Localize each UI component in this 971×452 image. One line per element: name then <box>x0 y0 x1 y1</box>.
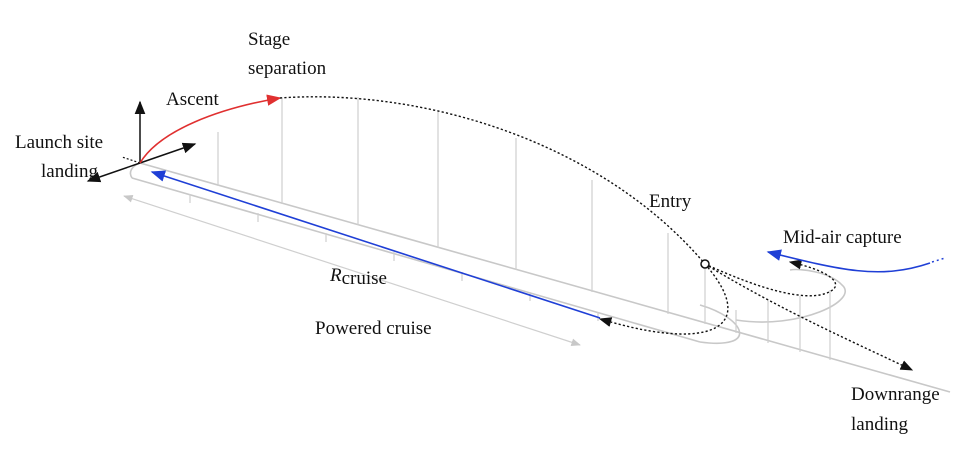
powered-cruise-path <box>150 170 601 319</box>
capture-vehicle-dots <box>931 257 946 263</box>
label-launch-site-line2: landing <box>41 161 98 182</box>
label-mid-air-capture: Mid-air capture <box>783 227 902 248</box>
label-entry: Entry <box>649 191 692 212</box>
entry-point-marker <box>700 259 710 269</box>
label-downrange-line1: Downrange <box>851 384 940 405</box>
label-downrange-line2: landing <box>851 414 908 435</box>
ballistic-arc <box>279 96 706 265</box>
downrange-path <box>704 263 914 371</box>
label-r-cruise: Rcruise <box>329 265 387 289</box>
ground-track <box>129 162 951 393</box>
capture-loop-path <box>704 259 837 297</box>
label-r-subscript: cruise <box>342 268 387 289</box>
capture-vehicle-path <box>766 249 931 273</box>
label-r-symbol: R <box>329 265 342 286</box>
r-cruise-dimension-arrow <box>123 195 581 346</box>
label-ascent: Ascent <box>166 89 219 110</box>
launch-axes <box>86 100 197 183</box>
label-stage-separation-line1: Stage <box>248 29 290 50</box>
label-stage-separation-line2: separation <box>248 58 327 79</box>
label-launch-site-line1: Launch site <box>15 132 103 153</box>
label-powered-cruise: Powered cruise <box>315 318 432 339</box>
ascent-path <box>139 94 282 164</box>
entry-turn-path <box>598 263 729 335</box>
